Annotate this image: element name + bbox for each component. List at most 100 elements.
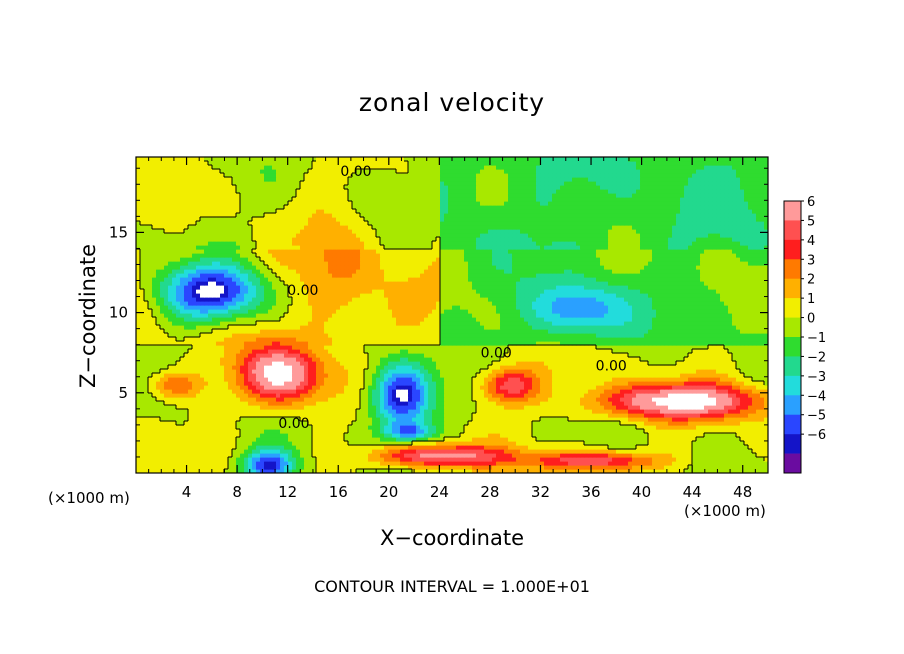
heatmap-cell bbox=[620, 377, 625, 382]
heatmap-cell bbox=[680, 465, 685, 470]
heatmap-cell bbox=[480, 417, 485, 422]
heatmap-cell bbox=[292, 429, 297, 434]
heatmap-cell bbox=[376, 421, 381, 426]
heatmap-cell bbox=[356, 465, 361, 470]
heatmap-cell bbox=[340, 393, 345, 398]
heatmap-cell bbox=[408, 373, 413, 378]
heatmap-cell bbox=[692, 425, 697, 430]
heatmap-cell bbox=[448, 381, 453, 386]
heatmap-cell bbox=[316, 381, 321, 386]
heatmap-cell bbox=[388, 449, 393, 454]
heatmap-cell bbox=[752, 453, 757, 458]
heatmap-cell bbox=[588, 409, 593, 414]
heatmap-cell bbox=[452, 401, 457, 406]
heatmap-cell bbox=[504, 437, 509, 442]
heatmap-cell bbox=[260, 457, 265, 462]
heatmap-cell bbox=[624, 349, 629, 354]
heatmap-cell bbox=[216, 469, 221, 473]
heatmap-cell bbox=[440, 405, 445, 410]
heatmap-cell bbox=[564, 433, 569, 438]
heatmap-cell bbox=[624, 361, 629, 366]
heatmap-cell bbox=[320, 409, 325, 414]
heatmap-cell bbox=[668, 417, 673, 422]
heatmap-cell bbox=[276, 381, 281, 386]
heatmap-cell bbox=[228, 413, 233, 418]
heatmap-cell bbox=[472, 441, 477, 446]
heatmap-cell bbox=[700, 397, 705, 402]
heatmap-cell bbox=[344, 437, 349, 442]
heatmap-cell bbox=[764, 389, 768, 394]
heatmap-cell bbox=[284, 441, 289, 446]
heatmap-cell bbox=[252, 365, 257, 370]
heatmap-cell bbox=[208, 401, 213, 406]
heatmap-cell bbox=[476, 421, 481, 426]
heatmap-cell bbox=[380, 469, 385, 473]
heatmap-cell bbox=[648, 365, 653, 370]
heatmap-cell bbox=[448, 385, 453, 390]
heatmap-cell bbox=[528, 457, 533, 462]
heatmap-cell bbox=[292, 365, 297, 370]
heatmap-cell bbox=[384, 461, 389, 466]
heatmap-cell bbox=[552, 421, 557, 426]
heatmap-cell bbox=[208, 461, 213, 466]
heatmap-cell bbox=[232, 449, 237, 454]
heatmap-cell bbox=[144, 457, 149, 462]
heatmap-cell bbox=[404, 449, 409, 454]
heatmap-cell bbox=[432, 465, 437, 470]
heatmap-cell bbox=[232, 453, 237, 458]
heatmap-cell bbox=[384, 469, 389, 473]
heatmap-cell bbox=[184, 449, 189, 454]
heatmap-cell bbox=[292, 437, 297, 442]
heatmap-cell bbox=[184, 393, 189, 398]
heatmap-cell bbox=[668, 361, 673, 366]
heatmap-cell bbox=[396, 433, 401, 438]
heatmap-cell bbox=[156, 393, 161, 398]
heatmap-cell bbox=[352, 429, 357, 434]
heatmap-cell bbox=[248, 373, 253, 378]
heatmap-cell bbox=[684, 373, 689, 378]
heatmap-cell bbox=[452, 385, 457, 390]
heatmap-cell bbox=[192, 365, 197, 370]
heatmap-cell bbox=[616, 465, 621, 470]
heatmap-cell bbox=[352, 445, 357, 450]
heatmap-cell bbox=[248, 413, 253, 418]
heatmap-cell bbox=[264, 465, 269, 470]
heatmap-cell bbox=[336, 353, 341, 358]
heatmap-cell bbox=[396, 457, 401, 462]
heatmap-cell bbox=[644, 437, 649, 442]
heatmap-cell bbox=[680, 353, 685, 358]
heatmap-cell bbox=[496, 441, 501, 446]
heatmap-cell bbox=[148, 397, 153, 402]
heatmap-cell bbox=[300, 393, 305, 398]
heatmap-cell bbox=[692, 393, 697, 398]
heatmap-cell bbox=[152, 425, 157, 430]
heatmap-cell bbox=[516, 401, 521, 406]
heatmap-cell bbox=[664, 461, 669, 466]
heatmap-cell bbox=[552, 369, 557, 374]
heatmap-cell bbox=[444, 441, 449, 446]
heatmap-cell bbox=[408, 405, 413, 410]
heatmap-cell bbox=[664, 361, 669, 366]
heatmap-cell bbox=[692, 449, 697, 454]
heatmap-cell bbox=[648, 349, 653, 354]
heatmap-cell bbox=[140, 365, 145, 370]
heatmap-cell bbox=[548, 465, 553, 470]
heatmap-cell bbox=[244, 393, 249, 398]
heatmap-cell bbox=[608, 369, 613, 374]
heatmap-cell bbox=[572, 437, 577, 442]
heatmap-cell bbox=[596, 369, 601, 374]
heatmap-cell bbox=[604, 445, 609, 450]
heatmap-cell bbox=[632, 361, 637, 366]
heatmap-cell bbox=[196, 397, 201, 402]
heatmap-cell bbox=[136, 353, 141, 358]
heatmap-cell bbox=[332, 345, 337, 350]
heatmap-cell bbox=[660, 353, 665, 358]
heatmap-cell bbox=[752, 381, 757, 386]
heatmap-cell bbox=[592, 429, 597, 434]
heatmap-cell bbox=[172, 449, 177, 454]
heatmap-cell bbox=[540, 453, 545, 458]
heatmap-cell bbox=[612, 389, 617, 394]
heatmap-cell bbox=[616, 357, 621, 362]
heatmap-cell bbox=[504, 369, 509, 374]
